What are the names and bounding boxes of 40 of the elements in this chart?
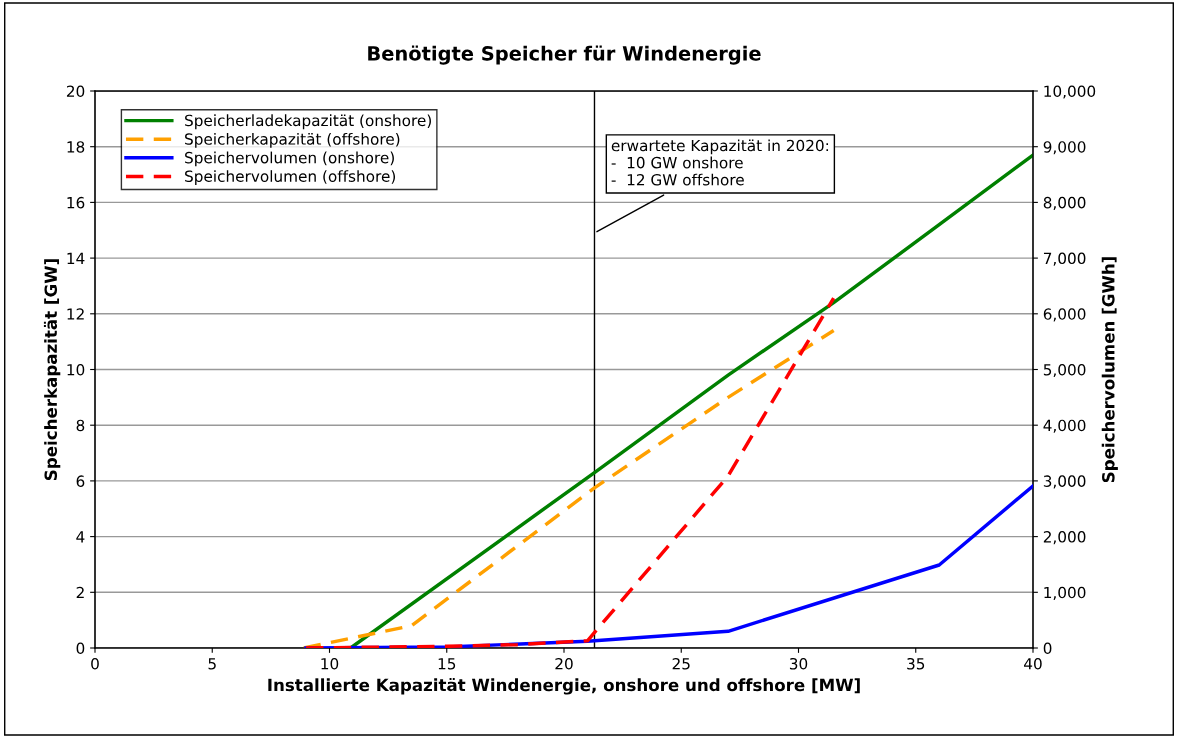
legend-label: Speicherkapazität (offshore) xyxy=(185,132,400,148)
y-tick-label: 2 xyxy=(76,586,84,599)
x-tick-label: 5 xyxy=(208,658,216,670)
y-tick-label: 4 xyxy=(76,531,85,543)
x-axis-title: Installierte Kapazität Windenergie, onshore und offshore [MW] xyxy=(268,678,860,695)
x-tick-label: 40 xyxy=(1024,657,1042,670)
y-tick-label: 12 xyxy=(67,308,84,320)
annotation: erwartete Kapazität in 2020: - 10 GW onshore - 12 GW offshore xyxy=(611,139,829,186)
x-tick-label: 25 xyxy=(672,657,690,670)
y2-tick-label: 6,000 xyxy=(1043,308,1086,322)
y2-tick-label: 5,000 xyxy=(1043,363,1086,378)
y2-tick-label: 3,000 xyxy=(1043,475,1086,489)
x-tick-label: 30 xyxy=(789,657,808,670)
legend-label: Speichervolumen (onshore) xyxy=(185,151,394,167)
y2-tick-label: 4,000 xyxy=(1043,419,1086,433)
y-tick-label: 14 xyxy=(67,252,85,264)
y-tick-label: 18 xyxy=(67,141,85,153)
y2-tick-label: 9,000 xyxy=(1043,141,1086,155)
y-tick-label: 16 xyxy=(67,196,85,209)
y-tick-label: 10 xyxy=(67,363,85,376)
y2-tick-label: 0 xyxy=(1043,642,1052,655)
x-tick-label: 15 xyxy=(438,658,456,670)
x-tick-label: 20 xyxy=(555,657,573,670)
y2-tick-label: 7,000 xyxy=(1043,252,1086,266)
y2-axis-title: Speichervolumen [GWh] xyxy=(1101,257,1118,483)
x-tick-label: 35 xyxy=(907,657,925,670)
y2-tick-label: 1,000 xyxy=(1044,586,1086,600)
y-tick-label: 20 xyxy=(66,85,85,98)
y-tick-label: 0 xyxy=(76,642,85,655)
y2-tick-label: 2,000 xyxy=(1043,531,1086,545)
y2-tick-label: 10,000 xyxy=(1044,85,1096,99)
chart-title: Benötigte Speicher für Windenergie xyxy=(368,45,761,65)
y-axis-title: Speicherkapazität [GW] xyxy=(43,259,61,481)
y-tick-label: 8 xyxy=(76,419,85,432)
legend-label: Speicherladekapazität (onshore) xyxy=(185,114,431,130)
y2-tick-label: 8,000 xyxy=(1043,196,1086,210)
y-tick-label: 6 xyxy=(76,475,85,487)
x-tick-label: 0 xyxy=(91,657,99,670)
legend-label: Speichervolumen (offshore) xyxy=(185,170,396,185)
x-tick-label: 10 xyxy=(321,657,339,670)
